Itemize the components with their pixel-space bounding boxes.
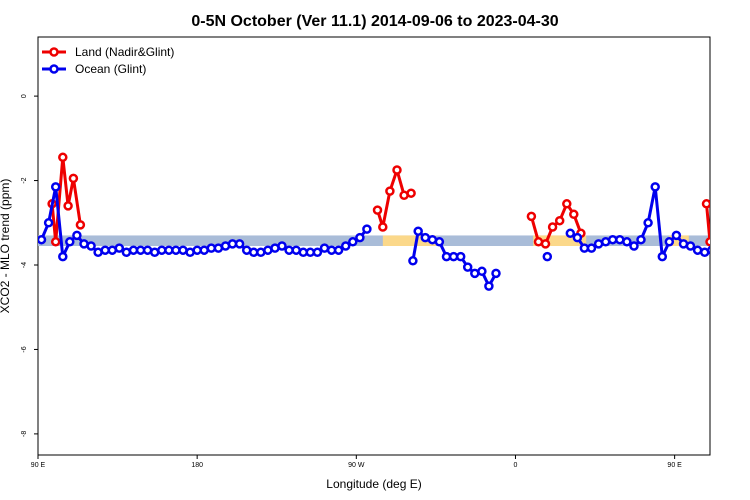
land-band-segment [382, 235, 436, 246]
x-tick-label: 90 E [667, 462, 682, 469]
data-point [657, 251, 668, 262]
series-line [705, 203, 710, 244]
data-point [408, 256, 418, 266]
data-point [312, 247, 323, 258]
data-point [462, 262, 473, 272]
data-point [547, 222, 558, 232]
data-point [372, 205, 383, 215]
data-point [333, 245, 344, 255]
data-point [526, 211, 537, 222]
data-point [701, 199, 710, 209]
data-point [731, 221, 738, 228]
data-point [277, 241, 287, 251]
data-point [413, 226, 423, 236]
data-point [744, 247, 750, 254]
data-point [719, 202, 726, 209]
data-point [58, 251, 68, 262]
data-point [643, 218, 653, 228]
data-point [724, 175, 731, 182]
data-point [434, 237, 445, 247]
data-point [629, 241, 639, 251]
series-land [47, 152, 738, 249]
y-tick-label: 0 [21, 94, 28, 98]
data-point [491, 268, 501, 279]
data-point [707, 245, 710, 255]
data-point [542, 251, 553, 262]
data-point [50, 237, 61, 247]
x-axis-label: Longitude (deg E) [326, 477, 421, 491]
data-point [650, 182, 660, 192]
data-point [114, 243, 125, 253]
data-point [406, 188, 416, 198]
data-point [714, 154, 721, 161]
legend: Land (Nadir&Glint) Ocean (Glint) [42, 45, 174, 76]
data-point [671, 230, 682, 241]
data-point [392, 165, 402, 175]
data-point [715, 247, 722, 254]
data-point [86, 241, 96, 251]
data-point [565, 228, 576, 239]
data-point [72, 230, 82, 241]
data-point [378, 222, 388, 232]
x-tick-label: 0 [514, 462, 518, 469]
y-axis-label: XCO2 - MLO trend (ppm) [0, 179, 12, 314]
x-tick-label: 90 W [348, 462, 365, 469]
legend-marker [49, 64, 59, 74]
data-point [43, 218, 54, 228]
data-point [705, 237, 710, 247]
data-point [65, 237, 75, 247]
data-point [562, 199, 572, 209]
data-point [234, 239, 245, 249]
data-point [355, 232, 365, 243]
data-point [340, 241, 351, 251]
land-band-segment [533, 235, 587, 246]
data-point [38, 234, 47, 245]
series-ocean [38, 182, 750, 291]
y-tick-label: -6 [21, 346, 28, 352]
data-point [586, 243, 597, 253]
data-point [75, 220, 86, 230]
y-axis: 0 -2 -4 -6 -8 [21, 94, 38, 437]
data-point [572, 232, 583, 243]
series-layer [38, 152, 750, 291]
legend-marker [49, 47, 59, 57]
data-point [664, 237, 675, 247]
data-point [50, 182, 61, 192]
chart-title: 0-5N October (Ver 11.1) 2014-09-06 to 20… [191, 13, 558, 30]
data-point [554, 215, 565, 226]
data-point [63, 201, 73, 211]
series-line [50, 155, 82, 244]
y-tick-label: -2 [21, 177, 28, 183]
data-point [348, 237, 358, 247]
data-point [362, 224, 372, 234]
data-point [540, 239, 551, 249]
data-point [68, 173, 79, 184]
y-tick-label: -4 [21, 262, 28, 268]
x-tick-label: 90 E [31, 462, 46, 469]
data-point [636, 234, 646, 245]
data-point [455, 251, 466, 262]
y-tick-label: -8 [21, 431, 28, 437]
data-point [569, 209, 579, 220]
legend-label: Ocean (Glint) [75, 62, 146, 76]
legend-label: Land (Nadir&Glint) [75, 45, 174, 59]
data-point [385, 186, 395, 196]
data-point [722, 245, 729, 252]
data-point [737, 247, 744, 254]
data-point [622, 237, 632, 247]
data-point [477, 266, 487, 277]
x-tick-label: 180 [191, 462, 203, 469]
data-point [58, 152, 68, 163]
ocean-band [38, 235, 710, 246]
data-point [685, 241, 696, 251]
data-point [730, 249, 737, 256]
data-point [484, 281, 494, 291]
